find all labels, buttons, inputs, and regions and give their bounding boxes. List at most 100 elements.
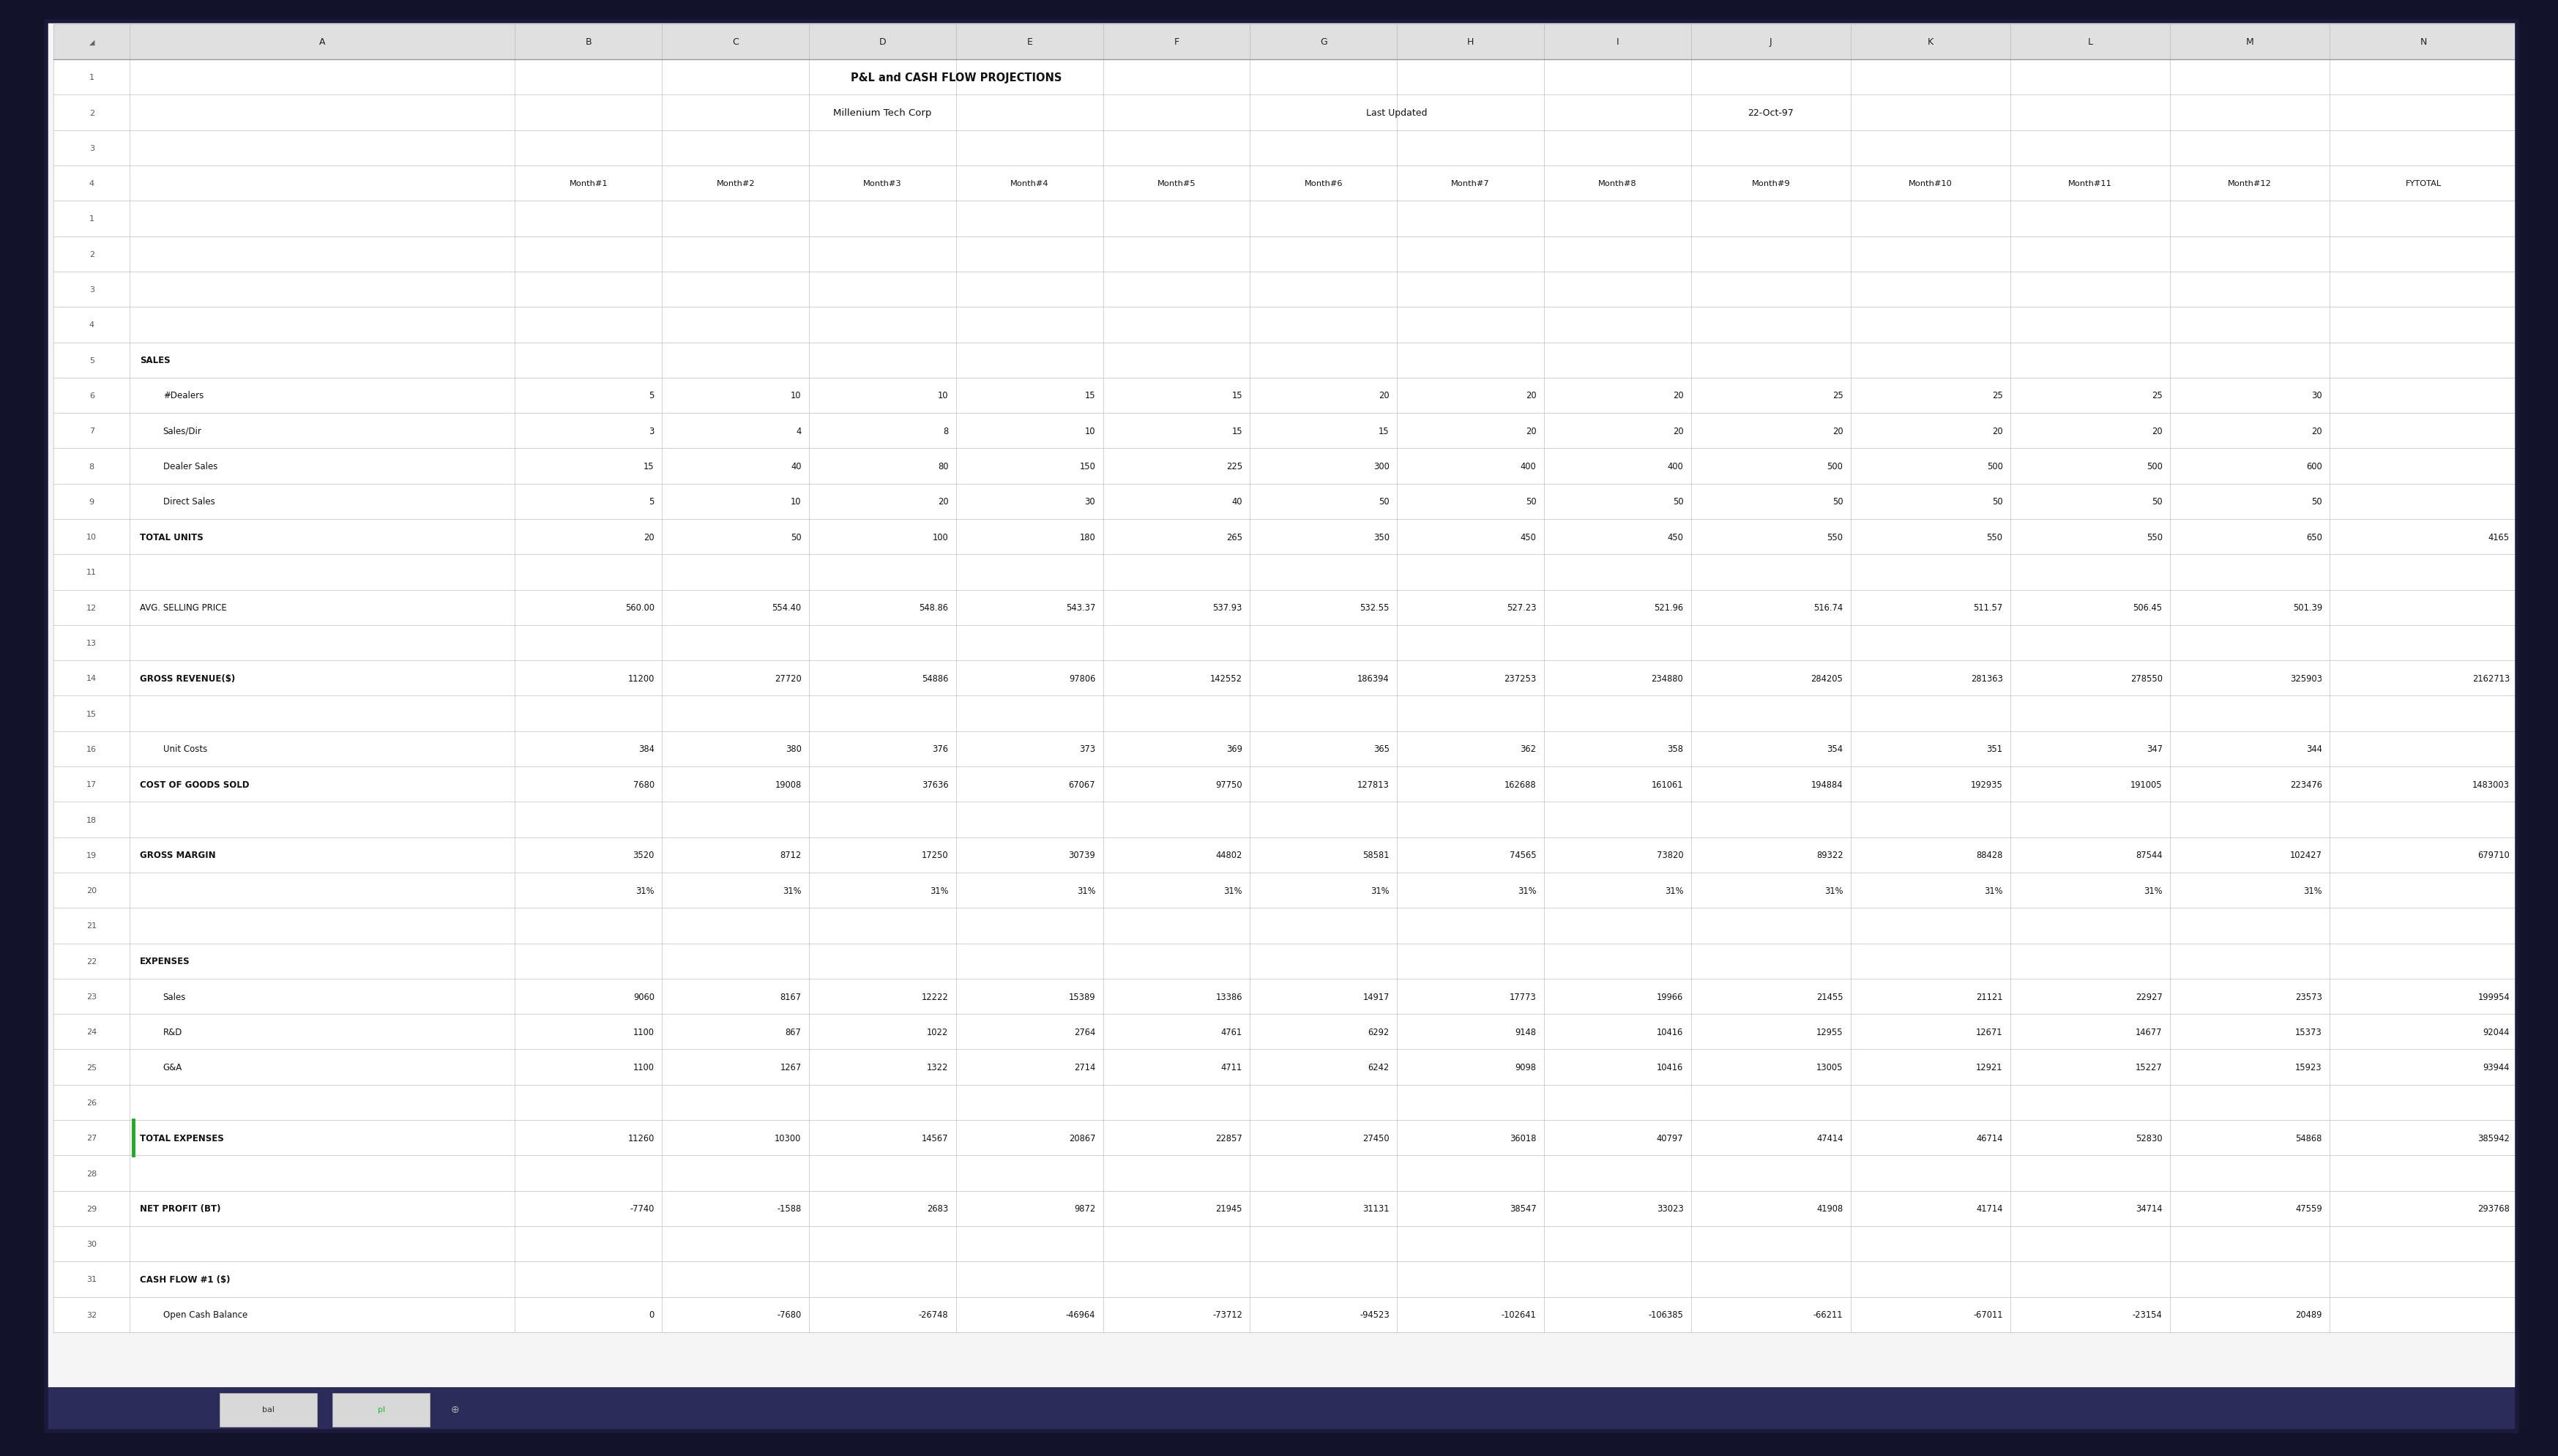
Text: 102427: 102427 bbox=[2289, 850, 2323, 860]
Text: 12222: 12222 bbox=[921, 992, 949, 1002]
Text: 284205: 284205 bbox=[1811, 674, 1844, 683]
Text: 600: 600 bbox=[2307, 462, 2323, 472]
Text: 1483003: 1483003 bbox=[2474, 780, 2509, 789]
Text: 9872: 9872 bbox=[1074, 1204, 1095, 1213]
Text: K: K bbox=[1929, 38, 1934, 47]
Text: 20: 20 bbox=[1525, 392, 1537, 400]
Text: TOTAL EXPENSES: TOTAL EXPENSES bbox=[141, 1133, 225, 1143]
Text: 20867: 20867 bbox=[1069, 1133, 1095, 1143]
Text: Month#2: Month#2 bbox=[716, 181, 755, 188]
Text: CASH FLOW #1 ($): CASH FLOW #1 ($) bbox=[141, 1274, 230, 1284]
Text: 19966: 19966 bbox=[1658, 992, 1683, 1002]
Text: 16: 16 bbox=[87, 745, 97, 753]
Text: 351: 351 bbox=[1988, 744, 2003, 754]
Text: E: E bbox=[1026, 38, 1033, 47]
Text: ⊕: ⊕ bbox=[450, 1404, 460, 1415]
Text: -66211: -66211 bbox=[1814, 1310, 1844, 1319]
Text: 20: 20 bbox=[87, 887, 97, 894]
Text: 15: 15 bbox=[1230, 392, 1243, 400]
Text: Month#6: Month#6 bbox=[1305, 181, 1343, 188]
Text: 20489: 20489 bbox=[2295, 1310, 2323, 1319]
Text: 400: 400 bbox=[1519, 462, 1537, 472]
Text: 2: 2 bbox=[90, 109, 95, 116]
Text: 20: 20 bbox=[1673, 427, 1683, 435]
Text: 4165: 4165 bbox=[2489, 533, 2509, 542]
Text: 13: 13 bbox=[87, 639, 97, 646]
Bar bbox=[46, 1388, 2517, 1431]
Text: 47414: 47414 bbox=[1816, 1133, 1844, 1143]
Text: 54886: 54886 bbox=[921, 674, 949, 683]
Text: 0: 0 bbox=[650, 1310, 655, 1319]
Text: 33023: 33023 bbox=[1658, 1204, 1683, 1213]
Text: 679710: 679710 bbox=[2479, 850, 2509, 860]
Text: 50: 50 bbox=[1832, 496, 1844, 507]
Text: 29: 29 bbox=[87, 1206, 97, 1213]
Text: 2764: 2764 bbox=[1074, 1026, 1095, 1037]
Text: 191005: 191005 bbox=[2131, 780, 2162, 789]
Bar bbox=[333, 1393, 430, 1427]
Text: 2162713: 2162713 bbox=[2471, 674, 2509, 683]
Text: Month#11: Month#11 bbox=[2069, 181, 2113, 188]
Text: Last Updated: Last Updated bbox=[1366, 108, 1427, 118]
Text: 20: 20 bbox=[2151, 427, 2162, 435]
Text: 15923: 15923 bbox=[2295, 1063, 2323, 1072]
Text: 12955: 12955 bbox=[1816, 1026, 1844, 1037]
Text: 15: 15 bbox=[1379, 427, 1389, 435]
Text: 30: 30 bbox=[2312, 392, 2323, 400]
Text: 20: 20 bbox=[1379, 392, 1389, 400]
Text: 89322: 89322 bbox=[1816, 850, 1844, 860]
Text: 3: 3 bbox=[90, 287, 95, 294]
Text: 1: 1 bbox=[90, 74, 95, 82]
Text: 26: 26 bbox=[87, 1099, 97, 1107]
Text: 20: 20 bbox=[939, 496, 949, 507]
Text: Month#5: Month#5 bbox=[1156, 181, 1195, 188]
Text: -67011: -67011 bbox=[1972, 1310, 2003, 1319]
Text: 373: 373 bbox=[1079, 744, 1095, 754]
Text: 27: 27 bbox=[87, 1134, 97, 1142]
Text: C: C bbox=[732, 38, 739, 47]
Text: 97806: 97806 bbox=[1069, 674, 1095, 683]
Text: 40: 40 bbox=[790, 462, 801, 472]
Text: 10416: 10416 bbox=[1658, 1063, 1683, 1072]
Text: 2714: 2714 bbox=[1074, 1063, 1095, 1072]
Text: 199954: 199954 bbox=[2479, 992, 2509, 1002]
Text: M: M bbox=[2246, 38, 2254, 47]
Text: 4: 4 bbox=[796, 427, 801, 435]
Text: 34714: 34714 bbox=[2136, 1204, 2162, 1213]
Text: -46964: -46964 bbox=[1067, 1310, 1095, 1319]
Text: 6292: 6292 bbox=[1369, 1026, 1389, 1037]
Text: 21121: 21121 bbox=[1975, 992, 2003, 1002]
Text: SALES: SALES bbox=[141, 355, 171, 365]
Text: 31%: 31% bbox=[1824, 885, 1844, 895]
Text: ◢: ◢ bbox=[90, 39, 95, 47]
Text: 92044: 92044 bbox=[2484, 1026, 2509, 1037]
Bar bbox=[220, 1393, 317, 1427]
Text: 31%: 31% bbox=[1223, 885, 1243, 895]
Text: 14: 14 bbox=[87, 674, 97, 683]
Text: 237253: 237253 bbox=[1504, 674, 1537, 683]
Text: 354: 354 bbox=[1826, 744, 1844, 754]
Text: 150: 150 bbox=[1079, 462, 1095, 472]
Text: 9: 9 bbox=[90, 498, 95, 505]
Text: 21455: 21455 bbox=[1816, 992, 1844, 1002]
Text: 21: 21 bbox=[87, 922, 97, 929]
Text: 2: 2 bbox=[90, 250, 95, 258]
Text: Millenium Tech Corp: Millenium Tech Corp bbox=[834, 108, 931, 118]
Text: 142552: 142552 bbox=[1210, 674, 1243, 683]
Text: 9148: 9148 bbox=[1514, 1026, 1537, 1037]
Text: 30: 30 bbox=[87, 1241, 97, 1248]
Text: 4761: 4761 bbox=[1220, 1026, 1243, 1037]
Text: 500: 500 bbox=[2146, 462, 2162, 472]
Text: 11260: 11260 bbox=[627, 1133, 655, 1143]
Text: L: L bbox=[2087, 38, 2092, 47]
Text: 20: 20 bbox=[645, 533, 655, 542]
Text: 13386: 13386 bbox=[1215, 992, 1243, 1002]
Text: 15: 15 bbox=[645, 462, 655, 472]
Text: 20: 20 bbox=[1673, 392, 1683, 400]
Text: N: N bbox=[2420, 38, 2428, 47]
Text: Month#3: Month#3 bbox=[862, 181, 903, 188]
Text: 31: 31 bbox=[87, 1275, 97, 1283]
Text: FYTOTAL: FYTOTAL bbox=[2405, 181, 2440, 188]
Text: 6242: 6242 bbox=[1369, 1063, 1389, 1072]
Text: 1100: 1100 bbox=[634, 1026, 655, 1037]
